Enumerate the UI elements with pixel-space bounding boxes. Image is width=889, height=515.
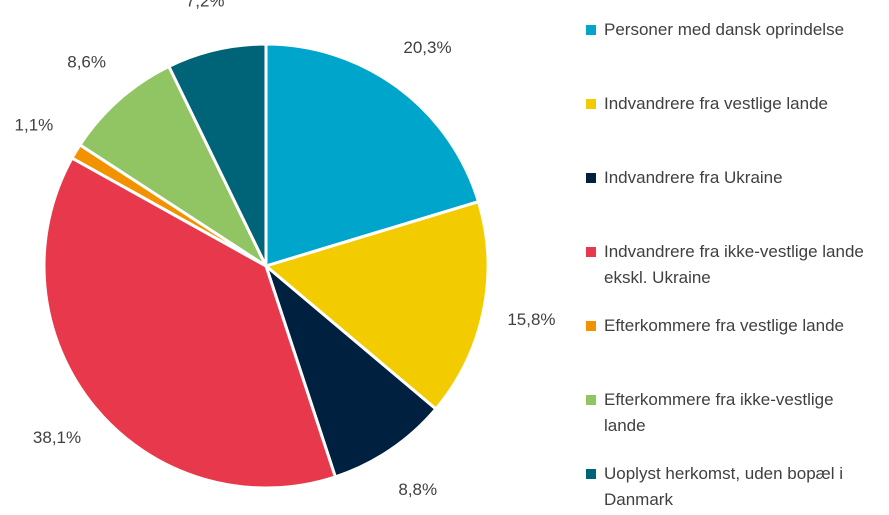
legend-label: Personer med dansk oprindelse: [604, 20, 845, 39]
data-label: 38,1%: [33, 428, 81, 447]
legend-swatch: [586, 395, 596, 405]
slice: [42, 155, 338, 490]
legend-label: Efterkommere fra ikke-vestlige lande: [604, 390, 834, 435]
legend-item: Efterkommere fra ikke-vestlige lande: [586, 388, 876, 462]
legend-swatch: [586, 247, 596, 257]
legend-swatch: [586, 321, 596, 331]
slice: [77, 64, 270, 271]
legend-item: Indvandrere fra vestlige lande: [586, 92, 876, 166]
legend: Personer med dansk oprindelse Indvandrere…: [586, 18, 876, 515]
legend-label: Indvandrere fra Ukraine: [604, 168, 783, 187]
legend-swatch: [586, 99, 596, 109]
legend-item: Efterkommere fra vestlige lande: [586, 314, 876, 388]
data-label: 20,3%: [403, 38, 451, 57]
data-label: 8,8%: [398, 480, 437, 499]
legend-label: Indvandrere fra ikke-vestlige lande eksk…: [604, 242, 864, 287]
legend-item: Personer med dansk oprindelse: [586, 18, 876, 92]
legend-swatch: [586, 25, 596, 35]
legend-item: Indvandrere fra Ukraine: [586, 166, 876, 240]
slice: [166, 42, 268, 267]
legend-item: Uoplyst herkomst, uden bopæl i Danmark: [586, 462, 876, 515]
data-label: 15,8%: [507, 310, 555, 329]
data-label: 7,2%: [186, 0, 225, 10]
legend-label: Indvandrere fra vestlige lande: [604, 94, 828, 113]
slice: [264, 42, 481, 269]
slice: [262, 199, 490, 412]
legend-swatch: [586, 469, 596, 479]
legend-item: Indvandrere fra ikke-vestlige lande eksk…: [586, 240, 876, 314]
legend-label: Efterkommere fra vestlige lande: [604, 316, 844, 335]
legend-swatch: [586, 173, 596, 183]
data-label: 1,1%: [15, 116, 54, 135]
legend-label: Uoplyst herkomst, uden bopæl i Danmark: [604, 464, 844, 509]
data-label: 8,6%: [67, 52, 106, 71]
slice: [262, 261, 438, 479]
